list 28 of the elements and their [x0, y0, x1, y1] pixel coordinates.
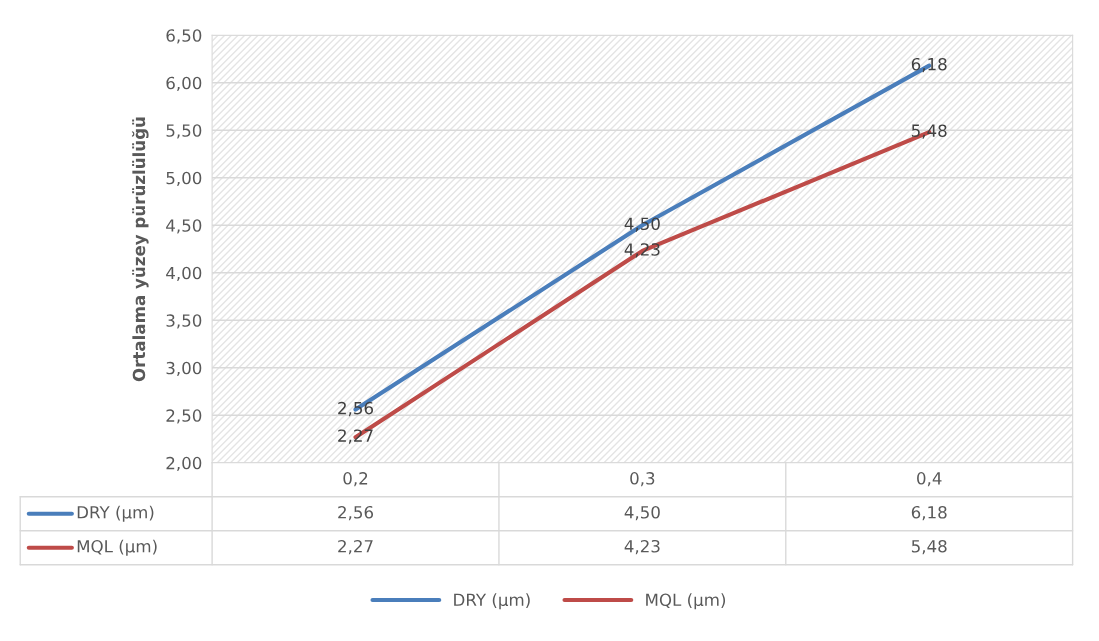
data-label: 2,56 — [338, 505, 374, 521]
x-tick-label: 0,4 — [917, 472, 942, 487]
legend-label: DRY (µm) — [454, 593, 530, 610]
data-label: 5,48 — [911, 539, 947, 555]
y-tick-label: 4,00 — [166, 266, 202, 282]
text: 5,48 — [911, 124, 947, 139]
y-tick-label: 6,00 — [166, 76, 202, 92]
y-tick-label: 6,50 — [166, 29, 202, 44]
x-tick-label: 0,2 — [343, 472, 368, 487]
text: 2,56 — [338, 401, 374, 417]
data-label: 6,18 — [911, 505, 947, 521]
data-label: 4,23 — [624, 539, 660, 555]
text: 2,27 — [338, 429, 373, 444]
y-tick-label: 5,50 — [166, 124, 202, 139]
data-label: 4,50 — [624, 505, 660, 521]
y-tick-label: 4,50 — [166, 219, 202, 234]
text: 6,18 — [911, 57, 947, 73]
data-label: 2,27 — [338, 539, 373, 555]
y-tick-label: 2,50 — [166, 409, 202, 424]
y-tick-label: 3,00 — [166, 361, 202, 377]
text: MQL (µm) — [77, 539, 157, 556]
y-tick-label: 2,00 — [166, 456, 202, 472]
y-axis-title: Ortalama yüzey pürüzlülüğü — [131, 117, 149, 382]
y-tick-label: 3,50 — [166, 314, 202, 329]
text: DRY (µm) — [77, 505, 154, 522]
y-tick-label: 5,00 — [166, 171, 202, 187]
legend-label: MQL (µm) — [646, 593, 726, 610]
x-tick-label: 0,3 — [630, 472, 655, 487]
